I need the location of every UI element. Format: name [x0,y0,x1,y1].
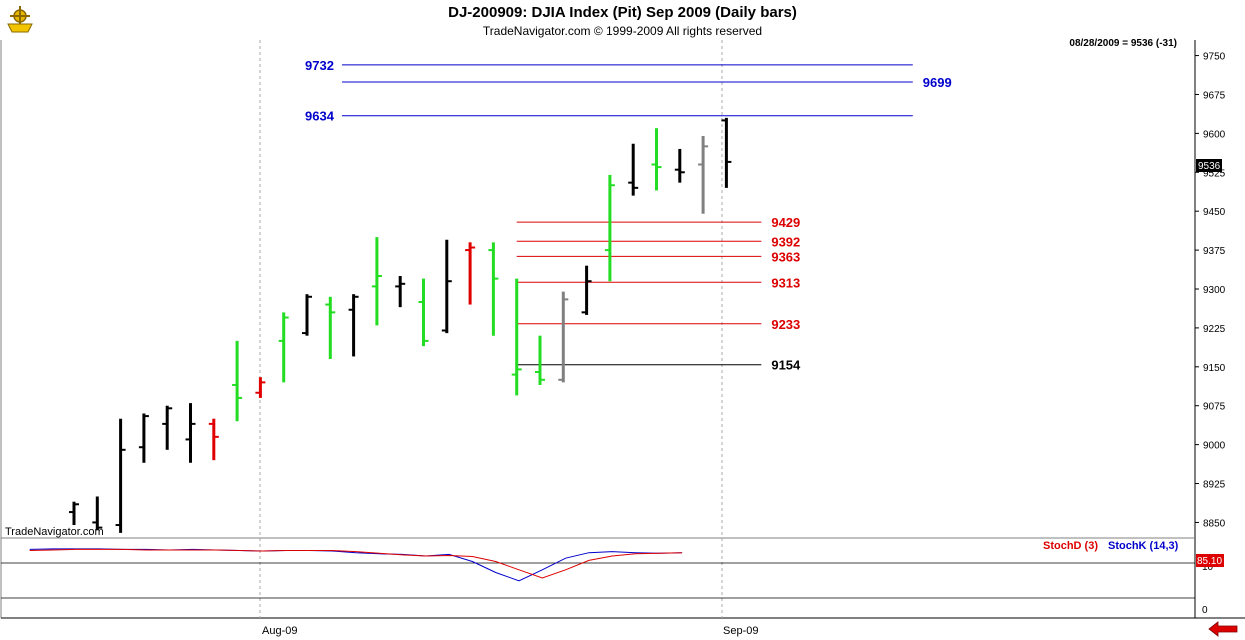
stoch-value-tag [1196,554,1224,567]
x-label-aug: Aug-09 [262,625,297,637]
ohlc-bar [651,128,662,191]
stochd-legend: StochD (3) [1043,540,1098,552]
y-tick-label: 9750 [1203,52,1226,63]
stoch-tick-10: 10 [1202,562,1214,573]
stoch-value-label: 85.10 [1197,556,1222,567]
y-tick-label: 9150 [1203,363,1226,374]
ohlc-bar [348,294,359,357]
ohlc-bar [278,312,289,383]
scroll-left-icon[interactable] [1208,621,1238,637]
ohlc-bar [69,501,79,526]
ohlc-bar [488,242,499,336]
stochk-line [29,548,683,582]
ohlc-bar [185,403,196,463]
watermark-brand: TradeNavigator.com [5,526,104,538]
ohlc-bar [604,174,615,282]
y-tick-label: 9450 [1203,207,1226,218]
level-label-9392: 9392 [771,234,800,249]
level-label-9699: 9699 [923,75,952,90]
y-tick-label: 8925 [1203,480,1226,491]
ohlc-bar [138,413,149,463]
last-price-tag [1196,159,1222,172]
stochd-line [29,548,683,579]
ohlc-bar [558,291,569,383]
ohlc-bar [511,278,522,396]
y-tick-label: 9525 [1203,168,1226,179]
ohlc-bar [371,237,382,326]
stochk-legend: StochK (14,3) [1108,540,1179,552]
level-label-9732: 9732 [305,58,334,73]
ohlc-bar [535,335,545,385]
last-quote-readout: 08/28/2009 = 9536 (-31) [1069,38,1177,49]
y-tick-label: 8850 [1203,518,1226,529]
chart-title: DJ-200909: DJIA Index (Pit) Sep 2009 (Da… [448,4,797,21]
ohlc-bar [418,278,429,347]
y-tick-label: 9075 [1203,402,1226,413]
ohlc-bar [255,377,266,398]
level-label-9154: 9154 [771,358,801,373]
ohlc-bar [441,239,452,334]
ohlc-bar [395,276,406,308]
x-label-sep: Sep-09 [723,625,758,637]
ohlc-bar [302,294,312,336]
ohlc-bar [208,418,219,461]
level-label-9429: 9429 [771,215,800,230]
navigator-logo-icon [7,6,33,33]
level-label-9363: 9363 [771,249,800,264]
y-tick-label: 9600 [1203,129,1226,140]
level-label-9634: 9634 [305,109,335,124]
chart-subtitle: TradeNavigator.com © 1999-2009 All right… [482,24,763,38]
ohlc-bar [325,296,336,360]
ohlc-bar [698,135,709,214]
ohlc-bar [628,143,639,196]
ohlc-bar [581,265,592,315]
y-tick-label: 9000 [1203,441,1226,452]
y-tick-label: 9225 [1203,324,1226,335]
stoch-tick-0: 0 [1202,605,1208,616]
y-tick-label: 9375 [1203,246,1226,257]
ohlc-bar [674,148,685,183]
price-axis-ticks: 9750 9675 9600 9525 9450 9375 9300 9225 9150 9075… [1195,52,1226,529]
ohlc-bar [162,405,173,450]
ohlc-bar [232,340,243,422]
y-tick-label: 9300 [1203,285,1226,296]
ohlc-bar [115,418,126,533]
level-label-9313: 9313 [771,275,800,290]
ohlc-bar [92,496,103,531]
ohlc-bar [721,117,732,188]
last-price-label: 9536 [1198,161,1221,172]
ohlc-bar [465,242,476,305]
ohlc-bars [69,117,732,533]
y-tick-label: 9675 [1203,90,1226,101]
level-label-9233: 9233 [771,317,800,332]
